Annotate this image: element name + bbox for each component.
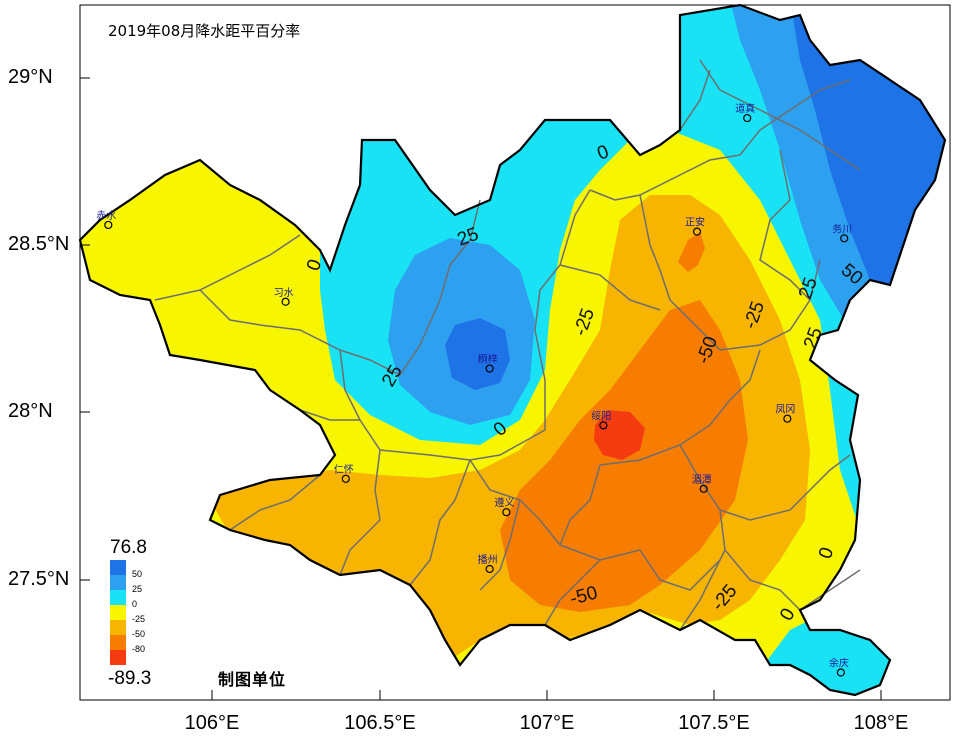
- legend-swatch: [110, 635, 126, 650]
- lon-tick-label: 106°E: [184, 712, 240, 734]
- legend-max-label: 76.8: [110, 537, 147, 558]
- lat-tick-label: 29°N: [8, 66, 53, 88]
- legend-swatch: [110, 575, 126, 590]
- city-marker: [281, 297, 290, 306]
- city-marker: [485, 564, 494, 574]
- city-marker: [699, 484, 708, 493]
- axis-ticks: [80, 77, 882, 700]
- city-label: 务川: [832, 222, 852, 235]
- city-label: 正安: [685, 216, 705, 229]
- city-label: 习水: [274, 287, 294, 299]
- city-label: 绥阳: [591, 410, 611, 422]
- city-label: 道真: [735, 102, 755, 115]
- city-label: 播州: [478, 553, 498, 566]
- legend-tick-label: 50: [132, 569, 143, 579]
- city-label: 赤水: [96, 210, 116, 222]
- legend-swatch: [110, 590, 126, 605]
- credit-text: 制图单位: [218, 670, 287, 689]
- city-marker: [485, 364, 494, 373]
- band-neg50-north-spot: [678, 232, 705, 272]
- legend-swatch: [110, 620, 126, 635]
- lon-tick-label: 108°E: [853, 712, 909, 734]
- city-marker: [743, 113, 752, 123]
- city-label: 凤冈: [775, 404, 795, 416]
- city-marker: [836, 668, 845, 677]
- legend-tick-label: -80: [132, 644, 146, 654]
- county-boundaries: [154, 59, 861, 631]
- city-label: 湄潭: [692, 474, 712, 486]
- legend-tick-label: 25: [132, 584, 143, 594]
- legend-swatch: [110, 605, 126, 620]
- city-label: 仁怀: [334, 464, 354, 476]
- city-marker: [692, 227, 702, 236]
- city-label: 遵义: [494, 496, 514, 509]
- lat-tick-label: 28.5°N: [8, 233, 70, 255]
- city-marker: [341, 474, 350, 483]
- band-50-plus-north: [445, 318, 510, 390]
- city-label: 余庆: [829, 657, 849, 670]
- city-label: 桐梓: [478, 353, 498, 366]
- city-marker: [502, 508, 511, 517]
- city-marker: [840, 234, 849, 243]
- map-title: 2019年08月降水距平百分率: [108, 22, 301, 40]
- city-marker: [104, 220, 113, 230]
- band-neg80-core: [594, 410, 645, 460]
- legend-swatch: [110, 650, 126, 665]
- legend-min-label: -89.3: [108, 668, 152, 689]
- legend-tick-label: 0: [132, 599, 138, 609]
- lat-tick-label: 28°N: [8, 400, 53, 422]
- legend-tick-label: -50: [132, 629, 146, 639]
- city-marker: [783, 414, 792, 423]
- legend-tick-label: -25: [132, 614, 146, 624]
- lon-tick-label: 107.5°E: [678, 712, 750, 734]
- lon-tick-label: 106.5°E: [344, 712, 416, 734]
- city-marker: [599, 421, 608, 430]
- legend-swatch: [110, 560, 126, 575]
- lat-tick-label: 27.5°N: [8, 568, 70, 590]
- lon-tick-label: 107°E: [519, 712, 575, 734]
